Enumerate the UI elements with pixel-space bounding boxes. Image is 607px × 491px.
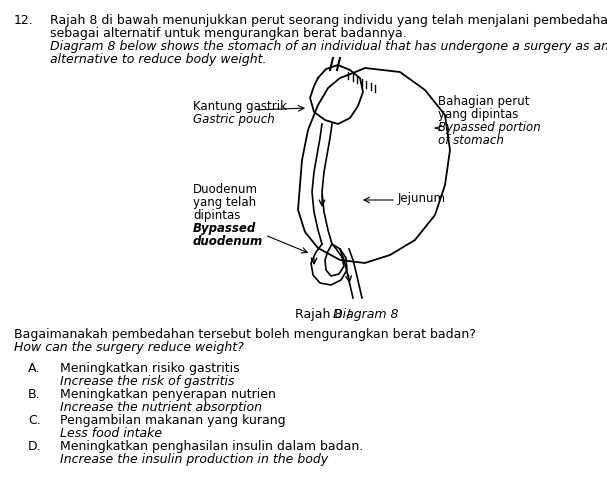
Text: 12.: 12. (14, 14, 34, 27)
Text: Bahagian perut: Bahagian perut (438, 95, 529, 108)
Text: Duodenum: Duodenum (193, 183, 258, 196)
Text: yang telah: yang telah (193, 196, 256, 209)
Text: dipintas: dipintas (193, 209, 240, 222)
Text: Bypassed portion: Bypassed portion (438, 121, 541, 134)
Text: Increase the risk of gastritis: Increase the risk of gastritis (60, 375, 234, 388)
Text: Bagaimanakah pembedahan tersebut boleh mengurangkan berat badan?: Bagaimanakah pembedahan tersebut boleh m… (14, 328, 476, 341)
Text: Jejunum: Jejunum (398, 192, 446, 205)
Text: How can the surgery reduce weight?: How can the surgery reduce weight? (14, 341, 244, 354)
Text: Meningkatkan risiko gastritis: Meningkatkan risiko gastritis (60, 362, 240, 375)
Text: Diagram 8 below shows the stomach of an individual that has undergone a surgery : Diagram 8 below shows the stomach of an … (50, 40, 607, 53)
Text: Rajah 8 di bawah menunjukkan perut seorang individu yang telah menjalani pembeda: Rajah 8 di bawah menunjukkan perut seora… (50, 14, 607, 27)
Text: Rajah 8 /: Rajah 8 / (295, 308, 354, 321)
Text: duodenum: duodenum (193, 235, 263, 248)
Text: Gastric pouch: Gastric pouch (193, 113, 275, 126)
Text: Diagram 8: Diagram 8 (333, 308, 399, 321)
Text: sebagai alternatif untuk mengurangkan berat badannya.: sebagai alternatif untuk mengurangkan be… (50, 27, 407, 40)
Text: Increase the insulin production in the body: Increase the insulin production in the b… (60, 453, 328, 466)
Text: A.: A. (28, 362, 40, 375)
Text: C.: C. (28, 414, 41, 427)
Text: of stomach: of stomach (438, 134, 504, 147)
Text: Kantung gastrik: Kantung gastrik (193, 100, 287, 113)
Text: Meningkatkan penghasilan insulin dalam badan.: Meningkatkan penghasilan insulin dalam b… (60, 440, 363, 453)
Text: B.: B. (28, 388, 41, 401)
Text: alternative to reduce body weight.: alternative to reduce body weight. (50, 53, 266, 66)
Text: Less food intake: Less food intake (60, 427, 162, 440)
Text: D.: D. (28, 440, 42, 453)
Text: Bypassed: Bypassed (193, 222, 256, 235)
Text: Increase the nutrient absorption: Increase the nutrient absorption (60, 401, 262, 414)
Text: Pengambilan makanan yang kurang: Pengambilan makanan yang kurang (60, 414, 286, 427)
Text: Meningkatkan penyerapan nutrien: Meningkatkan penyerapan nutrien (60, 388, 276, 401)
Text: yang dipintas: yang dipintas (438, 108, 518, 121)
